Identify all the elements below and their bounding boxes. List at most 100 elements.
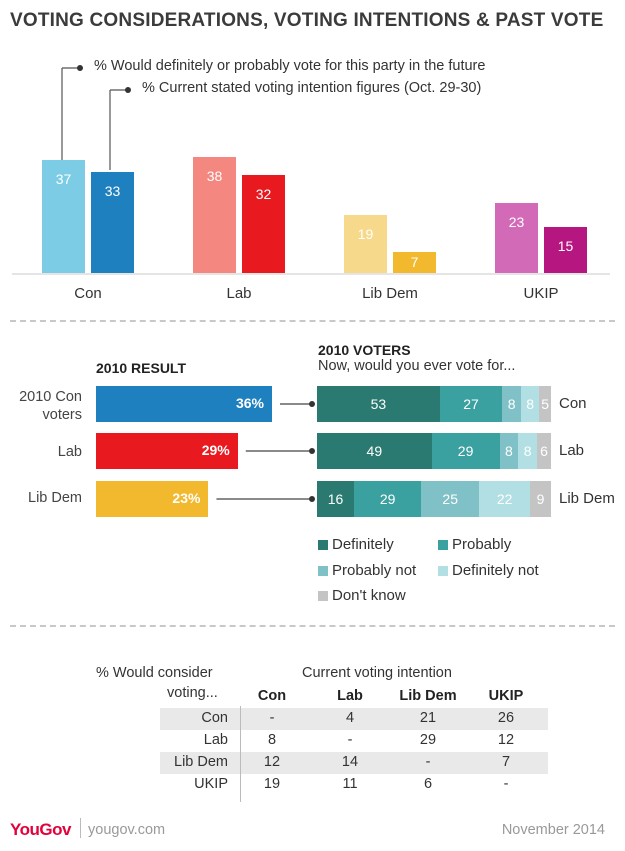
result-bar-label: 29% bbox=[201, 442, 230, 458]
bar-value-label: 32 bbox=[255, 186, 272, 203]
legend-swatch bbox=[438, 566, 448, 577]
bar-value-label: 33 bbox=[104, 183, 121, 200]
stack-segment-probably: 27 bbox=[439, 386, 503, 422]
legend-item-definitely-not: Definitely not bbox=[438, 562, 539, 579]
legend-swatch bbox=[318, 591, 328, 602]
section-divider-2 bbox=[10, 625, 615, 627]
stack-party-label-0: Con bbox=[559, 395, 587, 412]
bar-lab-current: 32 bbox=[242, 175, 285, 273]
bar-value-label: 37 bbox=[55, 171, 72, 187]
bar-con-consider: 37 bbox=[42, 160, 85, 273]
bar-value-label: 38 bbox=[206, 167, 223, 184]
bar-value-label: 7 bbox=[410, 253, 419, 270]
table-row-label: UKIP bbox=[194, 776, 228, 792]
page-title: VOTING CONSIDERATIONS, VOTING INTENTIONS… bbox=[10, 10, 604, 31]
table-cell: 7 bbox=[501, 754, 511, 770]
legend-would-consider: % Would definitely or probably vote for … bbox=[94, 58, 486, 74]
table-cell: 21 bbox=[419, 710, 437, 726]
stack-segment-definitely: 49 bbox=[317, 433, 432, 469]
category-label-lab: Lab bbox=[226, 285, 252, 302]
result-bar-label: 36% bbox=[235, 395, 264, 411]
table-cell: - bbox=[503, 776, 509, 792]
stack-party-label-2: Lib Dem bbox=[559, 490, 615, 507]
stack-segment-definitely-not: 22 bbox=[479, 481, 531, 517]
table-row-label: Con bbox=[201, 710, 228, 726]
table-col-header: Lab bbox=[337, 688, 363, 704]
legend-item-don-t-know: Don't know bbox=[318, 587, 406, 604]
category-label-lib-dem: Lib Dem bbox=[362, 285, 418, 302]
stack-segment-don-t-know: 9 bbox=[530, 481, 551, 517]
legend-connectors bbox=[12, 65, 610, 275]
footer-site[interactable]: yougov.com bbox=[88, 822, 166, 838]
result-bar-1: 29% bbox=[96, 433, 238, 469]
table-stripe bbox=[160, 752, 548, 774]
stack-segment-definitely-not: 8 bbox=[518, 433, 537, 469]
legend-label: Definitely not bbox=[452, 562, 539, 579]
voters-2010-heading: 2010 VOTERS bbox=[318, 342, 411, 358]
stack-segment-probably-not: 8 bbox=[502, 386, 521, 422]
connector-lines bbox=[216, 401, 315, 502]
legend-item-probably-not: Probably not bbox=[318, 562, 416, 579]
legend-swatch bbox=[318, 540, 328, 551]
table-cell: 8 bbox=[267, 732, 277, 748]
table-col-header: Lib Dem bbox=[399, 688, 457, 704]
stack-segment-definitely-not: 8 bbox=[520, 386, 540, 422]
table-cell: 14 bbox=[341, 754, 359, 770]
stack-segment-definitely: 53 bbox=[317, 386, 440, 422]
section-divider-1 bbox=[10, 320, 615, 322]
table-cell: 12 bbox=[497, 732, 515, 748]
stack-party-label-1: Lab bbox=[559, 442, 585, 459]
table-col-header: UKIP bbox=[488, 688, 524, 704]
yougov-logo: YouGov bbox=[10, 820, 71, 839]
table-col-header: Con bbox=[257, 688, 287, 704]
legend-label: Don't know bbox=[332, 587, 406, 604]
bar-lib-dem-consider: 19 bbox=[344, 214, 387, 273]
legend-label: Probably bbox=[452, 536, 512, 553]
result-2010-heading: 2010 RESULT bbox=[96, 360, 186, 376]
row-label-2: Lib Dem bbox=[28, 490, 82, 506]
bar-ukip-consider: 23 bbox=[495, 202, 538, 273]
legend-swatch bbox=[438, 540, 448, 551]
bar-ukip-current: 15 bbox=[544, 227, 587, 273]
table-cell: - bbox=[269, 710, 275, 726]
table-cell: 26 bbox=[497, 710, 515, 726]
footer-date: November 2014 bbox=[501, 822, 605, 838]
legend-swatch bbox=[318, 566, 328, 577]
stack-segment-definitely: 16 bbox=[317, 481, 355, 517]
table-cell: - bbox=[425, 754, 431, 770]
row-label-1: Lab bbox=[57, 444, 82, 460]
table-corner-label-1: % Would consider bbox=[96, 665, 213, 681]
result-bar-2: 23% bbox=[96, 481, 209, 517]
category-label-con: Con bbox=[74, 285, 102, 302]
category-label-ukip: UKIP bbox=[523, 285, 559, 302]
table-cell: - bbox=[347, 732, 353, 748]
stack-segment-probably-not: 25 bbox=[421, 481, 480, 517]
result-bar-0: 36% bbox=[96, 386, 272, 422]
bar-lib-dem-current: 7 bbox=[393, 251, 436, 273]
table-cell: 12 bbox=[263, 754, 281, 770]
row-label-0: 2010 Con voters bbox=[19, 389, 82, 423]
table-cell: 6 bbox=[423, 776, 433, 792]
legend-item-definitely: Definitely bbox=[318, 536, 394, 553]
table-cell: 4 bbox=[345, 710, 355, 726]
table-cell: 11 bbox=[342, 776, 358, 792]
legend-item-probably: Probably bbox=[438, 536, 511, 553]
table-row-label: Lab bbox=[203, 732, 228, 748]
bar-value-label: 19 bbox=[357, 225, 374, 242]
table-cell: 29 bbox=[419, 732, 437, 748]
stack-segment-probably-not: 8 bbox=[499, 433, 519, 469]
bar-value-label: 15 bbox=[557, 238, 574, 255]
bar-value-label: 23 bbox=[508, 213, 525, 230]
bar-con-current: 33 bbox=[91, 172, 134, 273]
table-cell: 19 bbox=[263, 776, 281, 792]
legend-label: Probably not bbox=[332, 562, 417, 579]
bar-lab-consider: 38 bbox=[193, 156, 236, 273]
top-bar-chart: 37 33 Con 38 32 Lab 19 7 Lib Dem 23 15 UKIP bbox=[0, 0, 625, 310]
voters-2010-subheading: Now, would you ever vote for... bbox=[318, 358, 516, 374]
table-stripe bbox=[160, 708, 548, 730]
result-bar-label: 23% bbox=[172, 490, 201, 506]
legend-label: Definitely bbox=[332, 536, 394, 553]
stack-segment-probably: 29 bbox=[354, 481, 422, 517]
table-row-label: Lib Dem bbox=[174, 754, 228, 770]
stack-segment-don-t-know: 6 bbox=[536, 433, 551, 469]
